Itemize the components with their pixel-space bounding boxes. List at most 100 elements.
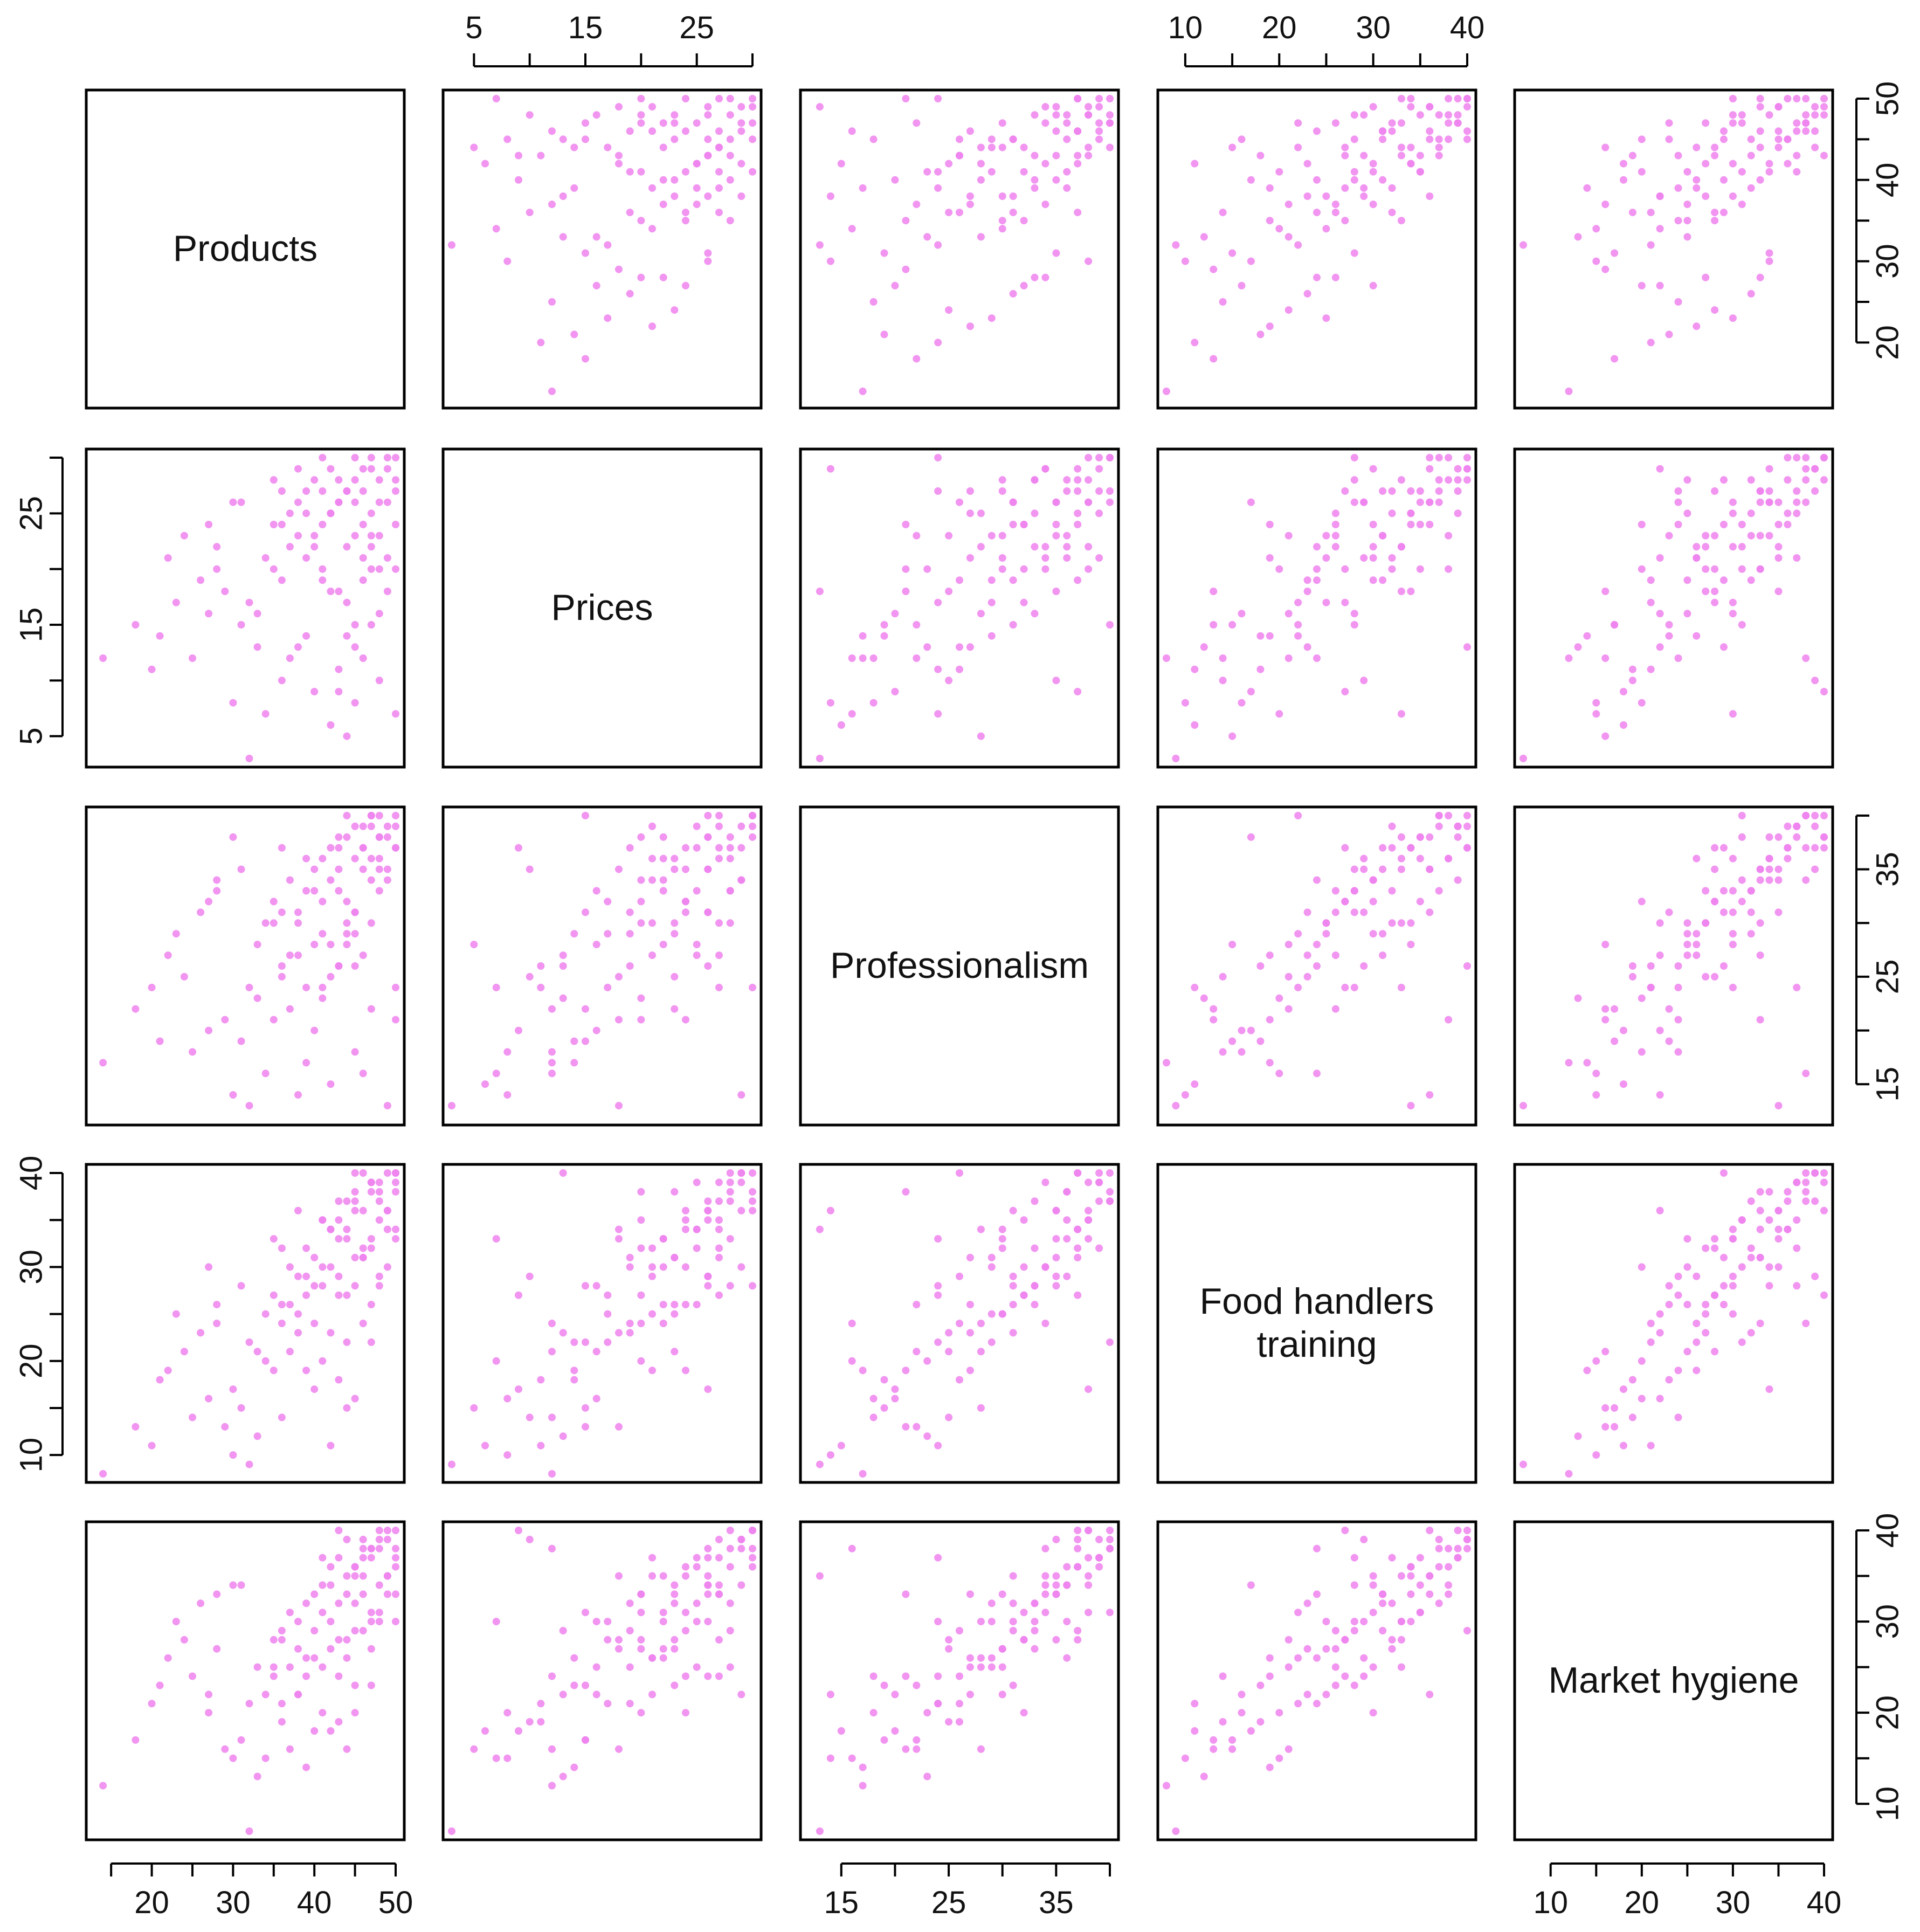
data-point (1784, 854, 1792, 862)
data-point (1656, 1206, 1664, 1215)
data-point (1702, 588, 1710, 595)
data-point (1435, 1599, 1443, 1607)
data-point (1756, 1253, 1764, 1261)
data-point (1331, 509, 1339, 518)
data-point (1765, 168, 1773, 176)
data-point (229, 1754, 237, 1762)
data-point (934, 598, 942, 606)
data-point (197, 908, 205, 916)
data-point (1341, 1672, 1349, 1680)
data-point (351, 476, 359, 484)
data-point (359, 1070, 367, 1078)
data-point (1720, 127, 1728, 135)
data-point (1247, 833, 1255, 841)
data-point (1074, 1225, 1082, 1233)
data-point (1200, 643, 1208, 651)
data-point (343, 632, 351, 640)
data-point (826, 465, 834, 473)
data-point (1454, 876, 1462, 884)
data-point (1647, 1441, 1655, 1450)
data-point (1665, 1037, 1673, 1045)
data-point (1693, 554, 1701, 562)
data-point (704, 962, 712, 970)
data-point (1341, 598, 1349, 606)
data-point (715, 127, 723, 135)
data-point (1729, 854, 1737, 862)
data-point (99, 1470, 107, 1478)
data-point (637, 273, 645, 281)
data-point (1665, 1376, 1673, 1384)
data-point (1331, 273, 1339, 281)
data-point (1106, 1197, 1114, 1205)
data-point (367, 621, 375, 629)
data-point (1416, 565, 1424, 573)
data-point (343, 941, 351, 949)
data-point (956, 1627, 963, 1634)
data-point (1210, 621, 1218, 629)
data-point (278, 972, 286, 981)
data-point (1331, 543, 1339, 551)
data-point (1765, 160, 1773, 168)
data-point (1756, 865, 1764, 873)
data-point (180, 972, 188, 981)
data-point (1388, 554, 1396, 562)
data-point (998, 1310, 1006, 1318)
data-point (1360, 151, 1368, 160)
data-point (934, 1672, 942, 1680)
panel-professionalism-vs-market_hygiene (1513, 805, 1834, 1127)
data-point (977, 1618, 985, 1626)
data-point (1793, 1216, 1801, 1224)
data-point (1009, 289, 1017, 298)
data-point (848, 654, 856, 662)
data-point (1463, 454, 1471, 461)
data-point (637, 217, 645, 225)
data-point (503, 1754, 512, 1762)
data-point (1702, 273, 1710, 281)
data-point (1407, 1572, 1415, 1580)
data-point (913, 1301, 921, 1309)
data-point (1266, 217, 1274, 225)
data-point (913, 532, 921, 540)
data-point (383, 822, 391, 830)
data-point (1085, 1527, 1093, 1534)
data-point (977, 1745, 985, 1753)
data-point (1085, 1554, 1093, 1562)
data-point (537, 1376, 545, 1384)
data-point (1247, 1727, 1255, 1735)
data-point (1820, 111, 1828, 119)
data-point (913, 1745, 921, 1753)
data-point (998, 1690, 1006, 1699)
data-point (1379, 532, 1387, 540)
data-point (891, 1690, 899, 1699)
data-point (615, 1225, 623, 1233)
data-point (648, 103, 656, 111)
data-point (891, 1385, 899, 1393)
data-point (1520, 1102, 1527, 1110)
data-point (1765, 249, 1773, 257)
data-point (351, 1563, 359, 1571)
data-point (956, 1376, 963, 1384)
data-point (1313, 176, 1321, 184)
data-point (615, 265, 623, 273)
data-point (392, 1169, 399, 1177)
data-point (1369, 103, 1377, 111)
panel-frame (85, 88, 406, 410)
data-point (726, 854, 734, 862)
data-point (880, 1736, 888, 1744)
data-point (1172, 755, 1180, 762)
data-point (470, 1404, 478, 1412)
data-point (1774, 1263, 1783, 1271)
data-point (1802, 654, 1810, 662)
data-point (375, 565, 383, 573)
data-point (1275, 710, 1283, 718)
data-point (637, 111, 645, 119)
data-point (351, 1681, 359, 1689)
data-point (1350, 111, 1358, 119)
data-point (1729, 1272, 1737, 1280)
data-point (1820, 103, 1828, 111)
data-point (148, 1700, 156, 1708)
data-point (1647, 209, 1655, 217)
data-point (1294, 143, 1302, 151)
data-point (319, 1663, 327, 1671)
